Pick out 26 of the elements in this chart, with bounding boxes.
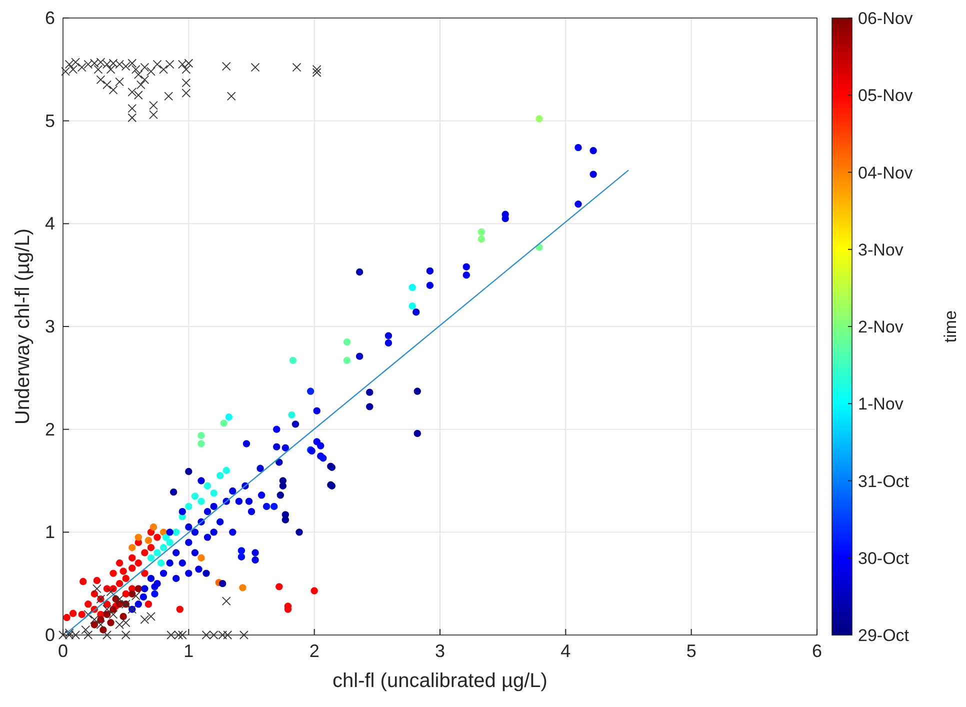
color-bar-label: 1-Nov (858, 394, 904, 414)
color-bar-label: 06-Nov (858, 9, 914, 28)
x-axis-title: chl-fl (uncalibrated µg/L) (332, 670, 548, 692)
color-bar-label: 05-Nov (858, 86, 914, 106)
y-tick-label: 1 (44, 522, 55, 542)
x-tick-label: 3 (434, 641, 446, 661)
y-tick-label: 0 (44, 625, 55, 645)
y-tick-label: 6 (44, 8, 55, 28)
y-tick-label: 4 (44, 214, 55, 234)
color-bar-label: 04-Nov (858, 163, 914, 182)
x-tick-label: 4 (560, 641, 571, 661)
color-bar-label: 31-Oct (858, 472, 910, 491)
y-tick-label: 5 (44, 110, 55, 131)
x-tick-label: 5 (686, 641, 696, 661)
color-bar-label: 3-Nov (858, 240, 904, 260)
color-bar-label: 30-Oct (858, 548, 910, 568)
color-bar-label: 29-Oct (858, 626, 910, 645)
color-bar-label: 2-Nov (858, 318, 904, 336)
x-tick-label: 1 (184, 641, 194, 661)
y-tick-label: 2 (44, 419, 55, 440)
y-axis-title: Underway chl-fl (µg/L) (12, 228, 34, 425)
color-bar-title: time (941, 310, 960, 343)
x-tick-label: 2 (309, 641, 320, 661)
y-tick-label: 3 (44, 316, 55, 336)
x-tick-label: 6 (812, 641, 822, 661)
x-tick-label: 0 (58, 641, 68, 661)
